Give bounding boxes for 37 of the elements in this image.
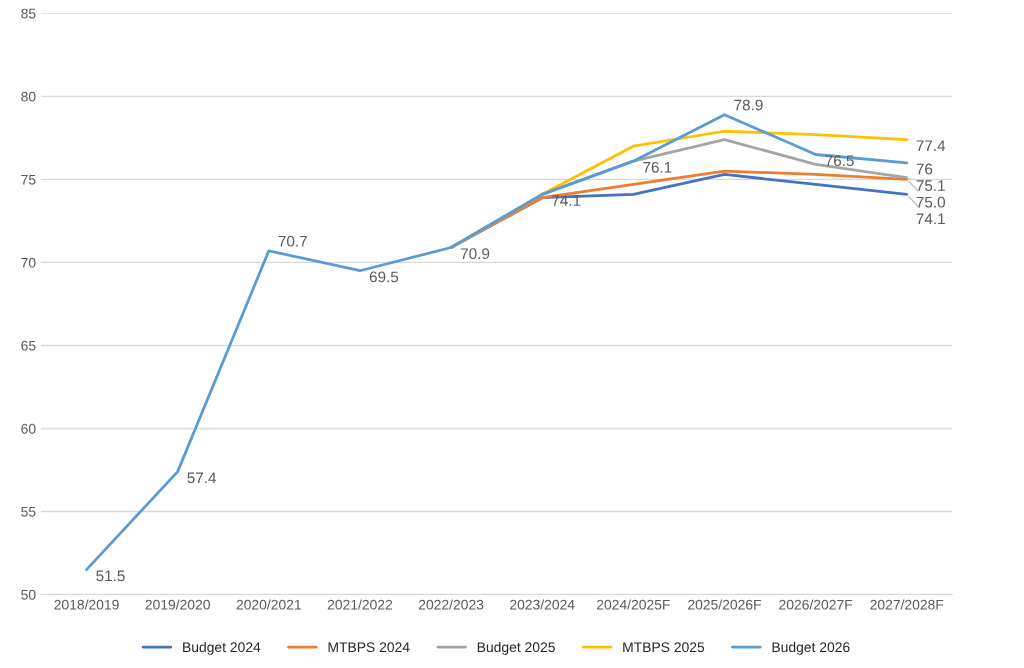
y-tick-label: 50 [21,589,36,600]
data-label: 75.1 [916,180,945,191]
y-tick-label: 85 [21,8,36,19]
y-tick-label: 75 [21,174,36,185]
data-label: 78.9 [734,99,763,111]
x-tick-label: 2018/2019 [54,599,119,610]
data-label: 77.4 [916,140,946,151]
legend-label: Budget 2026 [772,641,850,655]
x-tick-label: 2023/2024 [510,599,575,610]
data-label: 76 [916,163,933,175]
x-tick-label: 2020/2021 [236,599,301,610]
legend-label: MTBPS 2025 [623,642,705,653]
legend-label: Budget 2025 [477,641,555,655]
data-label: 70.7 [278,235,307,247]
y-tick-label: 60 [21,423,36,434]
y-tick-label: 80 [21,91,36,102]
data-label: 75.0 [916,196,945,208]
x-tick-label: 2022/2023 [418,599,484,610]
x-tick-label: 2024/2025F [596,599,670,610]
x-tick-label: 2027/2028F [870,599,944,610]
x-tick-label: 2021/2022 [327,599,393,610]
data-label: 74.1 [916,213,945,225]
data-label: 76.1 [643,161,672,173]
data-label: 76.5 [825,155,854,167]
legend-label: MTBPS 2024 [328,642,410,653]
data-label: 57.4 [187,472,217,484]
x-tick-label: 2025/2026F [688,599,761,610]
data-label: 51.5 [96,570,125,582]
data-label: 69.5 [369,271,399,283]
y-tick-label: 65 [21,340,36,351]
data-label: 74.1 [552,195,581,206]
data-label: 70.9 [460,248,490,260]
x-tick-label: 2019/2020 [145,599,210,610]
legend-label: Budget 2024 [183,641,261,655]
y-tick-label: 55 [21,506,36,517]
x-tick-label: 2026/2027F [779,599,853,610]
y-tick-label: 70 [21,257,36,268]
